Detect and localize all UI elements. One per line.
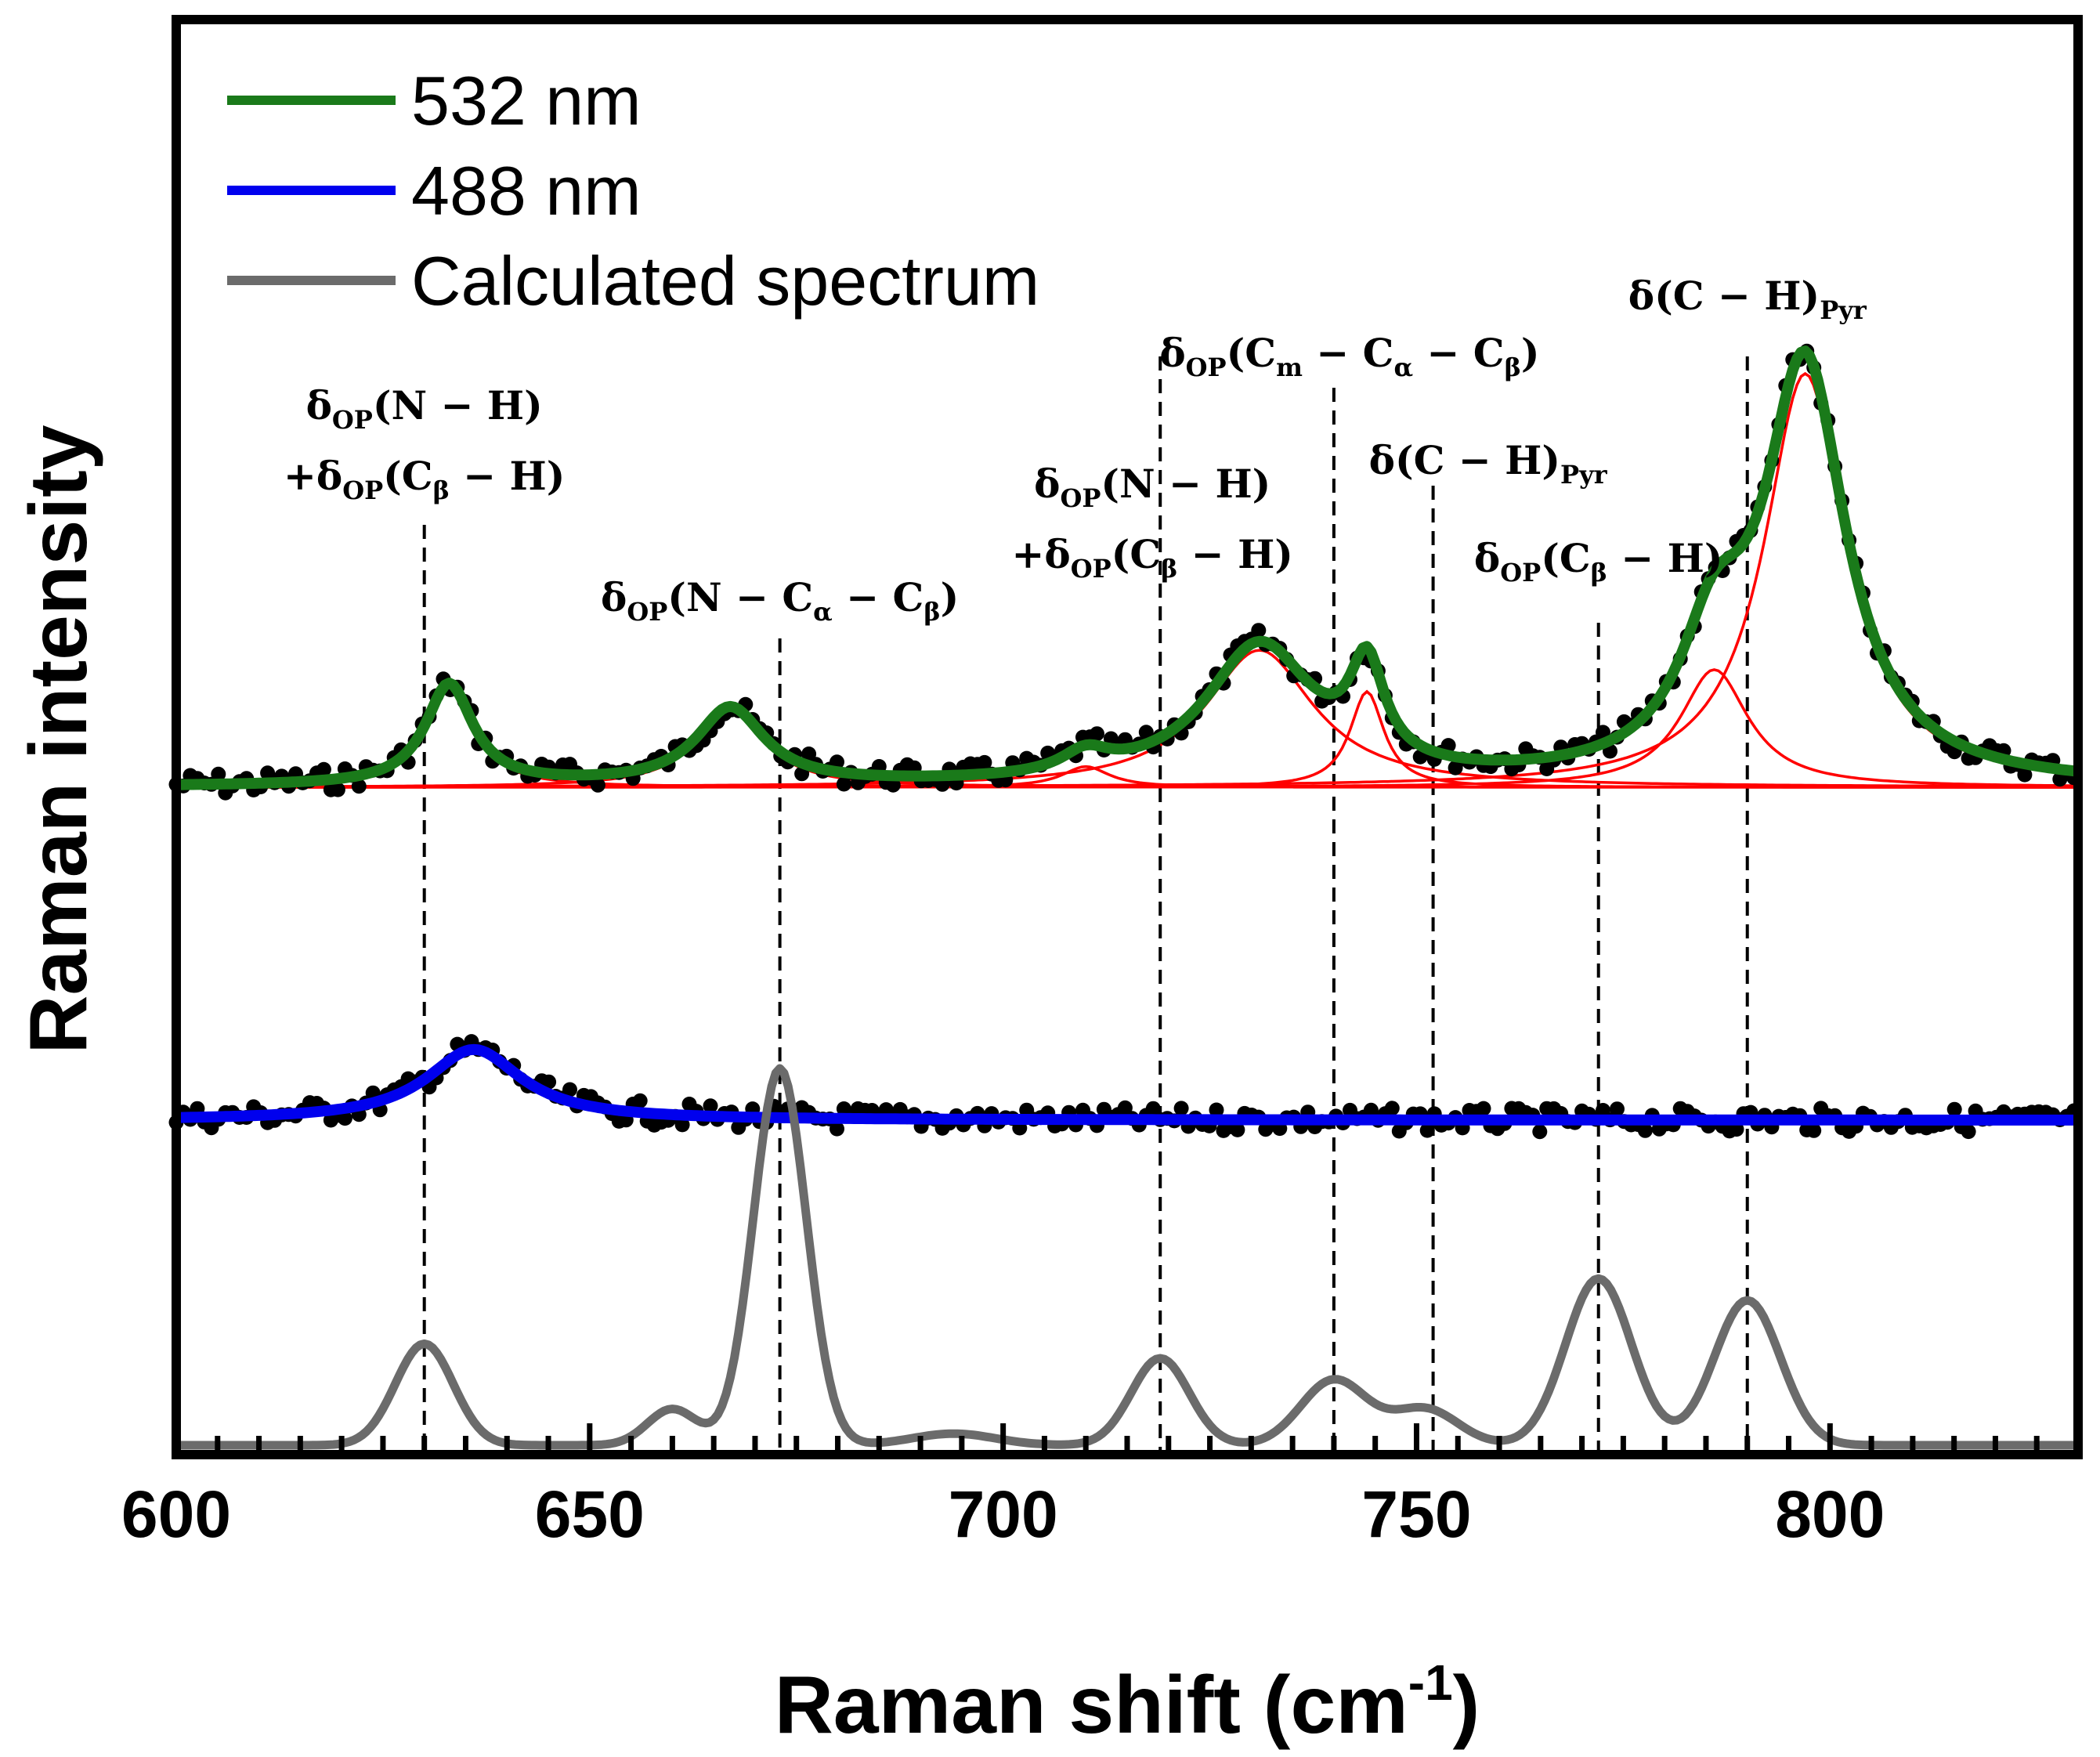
x-tick-label: 700 [949,1477,1058,1551]
x-tick-label: 750 [1361,1477,1471,1551]
peak-annotation-719: +δOP(Cβ − H) [1011,531,1293,584]
x-tick-label: 650 [535,1477,645,1551]
peak-annotation-630: δOP(N − H) [306,382,543,435]
legend-label-2: Calculated spectrum [411,242,1039,320]
component-fit-797 [176,371,2079,789]
series-line-1 [175,1043,2080,1126]
peak-annotation-752: δ(C − H)Pyr [1369,437,1608,490]
series-line-2 [175,1064,2079,1450]
x-axis-title: Raman shift (cm-1) [775,1654,1480,1751]
peak-annotation-630: +δOP(Cβ − H) [284,453,566,505]
y-axis-title: Raman intensity [13,425,104,1054]
data-point [337,1111,352,1126]
data-point [1729,1122,1744,1137]
peak-annotation-790: δ(C − H)Pyr [1628,273,1867,325]
data-point [1117,1100,1133,1115]
data-point [351,779,367,794]
data-point [211,766,226,782]
data-point [1610,1101,1625,1117]
data-point [1476,1101,1491,1116]
data-point [1961,1124,1976,1140]
component-fits [175,371,2079,789]
guide-lines [422,356,1749,1455]
data-point [562,1082,577,1097]
series-line-0 [175,345,2080,790]
data-point [1138,725,1154,740]
data-point [316,761,331,777]
data-point [830,1121,844,1137]
data-point [1145,1101,1161,1116]
legend-label-1: 488 nm [411,152,642,230]
data-point [1209,1102,1224,1118]
peak-annotations: δOP(N − H) +δOP(Cβ − H) δOP(N − Cα − Cβ) δO… [284,273,1867,627]
data-point [541,1074,557,1090]
legend: 532 nm 488 nm Calculated spectrum [227,62,1039,320]
data-point [1230,1122,1245,1137]
x-tick-label: 800 [1775,1477,1885,1551]
x-tick-label: 600 [121,1477,231,1551]
data-point [330,782,345,797]
data-point [674,1117,690,1133]
peak-annotation-772: δOP(Cβ − H) [1474,535,1723,587]
data-point [1173,1101,1189,1116]
data-point [836,776,851,792]
series-lines [175,345,2080,1450]
data-point [2017,767,2033,783]
peak-annotation-673: δOP(N − Cα − Cβ) [601,574,959,627]
data-point [1384,1101,1400,1116]
axis-ticks: 600 650 700 750 800 [121,1423,2081,1551]
legend-label-0: 532 nm [411,62,642,139]
component-fit-731 [175,649,2078,789]
data-point [1806,1123,1822,1138]
peak-annotation-740: δOP(Cm − Cα − Cβ) [1159,330,1539,382]
data-point [1532,1124,1548,1140]
data-point [1946,1101,1962,1117]
peak-annotation-719: δOP(N − H) [1034,461,1270,513]
data-point [1251,623,1267,638]
data-point [703,1098,718,1114]
data-point [977,754,992,770]
data-point [590,777,605,793]
data-point [1090,726,1104,742]
data-point [885,777,901,793]
data-point [1637,1123,1653,1138]
data-point [1419,1123,1435,1138]
data-point [632,1093,648,1108]
